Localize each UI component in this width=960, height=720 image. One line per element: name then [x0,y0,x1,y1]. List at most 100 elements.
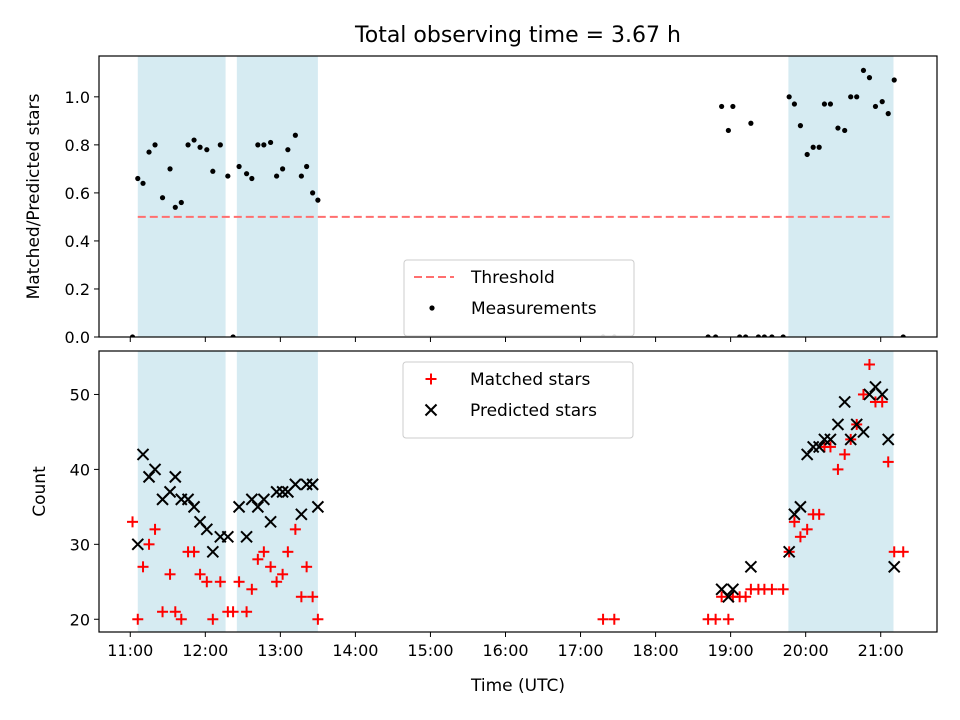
predicted-star-point [289,478,302,491]
matched-star-point [271,576,283,588]
matched-star-point [295,591,307,603]
matched-star-point [882,456,894,468]
legend-box [402,361,634,439]
y-tick-label: 0.0 [65,328,90,347]
measurement-point [249,175,255,182]
measurement-point [797,123,804,129]
measurement-point [755,334,761,337]
predicted-star-point [169,470,182,484]
measurement-point [848,94,854,100]
axes-frame [98,55,938,338]
matched-star-point [169,606,181,618]
measurement-point [159,195,166,201]
predicted-star-point [844,433,857,446]
matched-star-point [164,568,176,580]
matched-star-point [876,396,888,408]
measurement-point [719,103,725,110]
matched-star-point [863,358,875,370]
plot-area [127,351,909,632]
matched-star-point [839,448,851,460]
measurement-point [725,127,731,134]
predicted-star-point [257,493,271,506]
predicted-star-point [824,433,837,446]
plot-area [129,56,906,337]
y-tick-label: 0.8 [65,136,90,155]
measurement-point [821,101,828,107]
matched-star-point [282,546,294,558]
observing-window-2 [236,56,318,337]
y-axis-label: Matched/Predicted stars [24,93,44,299]
matched-star-point [857,388,869,400]
measurement-point [236,163,242,170]
measurement-point [204,147,210,153]
top-axes: 0.0 0.2 0.4 0.6 0.8 1.0 Matched/Predicted star… [24,55,938,347]
observing-window-3 [788,56,894,337]
matched-star-point [608,613,620,625]
predicted-star-point [251,500,265,514]
predicted-star-point [276,485,289,499]
measurement-point [285,147,291,153]
legend-predicted-swatch [424,403,438,417]
matched-star-point [137,561,149,573]
measurement-point [280,166,286,172]
measurement-point [713,334,719,337]
legend-box [403,259,635,337]
measurement-point [255,142,261,148]
predicted-star-point [876,388,889,401]
observing-window-3 [788,351,894,632]
matched-star-point [824,441,836,453]
matched-star-point [265,561,277,573]
matched-star-point [788,516,800,528]
y-axis-label: Count [30,466,50,517]
measurement-point [866,75,873,81]
y-tick-label: 40 [70,460,90,479]
legend-entry: Matched stars [425,370,590,390]
bottom-axes: 11:00 12:00 13:00 14:00 15:00 16:00 17:00 18:00… [30,350,938,660]
measurement-point [769,334,775,337]
matched-star-point [289,523,301,535]
matched-star-point [175,613,187,625]
predicted-star-point [857,425,870,439]
measurement-point [827,101,834,107]
legend: Threshold Measurements [403,259,635,337]
measurement-point [315,197,321,203]
x-tick-label: 17:00 [557,641,603,660]
measurement-point [705,334,711,337]
matched-star-point [132,613,144,625]
observing-window-1 [137,351,226,632]
matched-star-point [233,576,245,588]
predicted-star-point [221,530,235,544]
measurement-point [197,144,203,150]
predicted-star-point [148,463,162,476]
y-tick-label: 20 [70,610,90,629]
measurement-point [761,334,767,337]
predicted-star-point [888,560,901,574]
matched-star-point [307,591,319,603]
matched-star-point [149,523,161,535]
matched-star-point [794,531,806,543]
x-tick-label: 18:00 [633,641,679,660]
predicted-star-point [863,388,876,401]
predicted-star-point [200,523,214,536]
measurement-point [310,190,316,196]
x-tick-label: 20:00 [783,641,829,660]
measurement-point [230,334,236,337]
matched-star-point [777,583,789,595]
predicted-star-point [311,500,325,514]
measurement-point [140,180,146,186]
x-tick-label: 19:00 [708,641,754,660]
predicted-star-point [206,545,220,559]
predicted-star-point [726,583,740,596]
matched-star-point [301,561,313,573]
legend-measurement-swatch [429,305,435,311]
x-tick-label: 15:00 [407,641,453,660]
predicted-star-point [136,448,150,461]
matched-star-point [716,591,728,603]
measurement-point [217,142,223,148]
x-tick-label: 14:00 [332,641,378,660]
measurement-point [885,111,891,117]
observing-window-1 [137,56,226,337]
predicted-star-point [800,448,814,461]
matched-star-point [201,576,213,588]
